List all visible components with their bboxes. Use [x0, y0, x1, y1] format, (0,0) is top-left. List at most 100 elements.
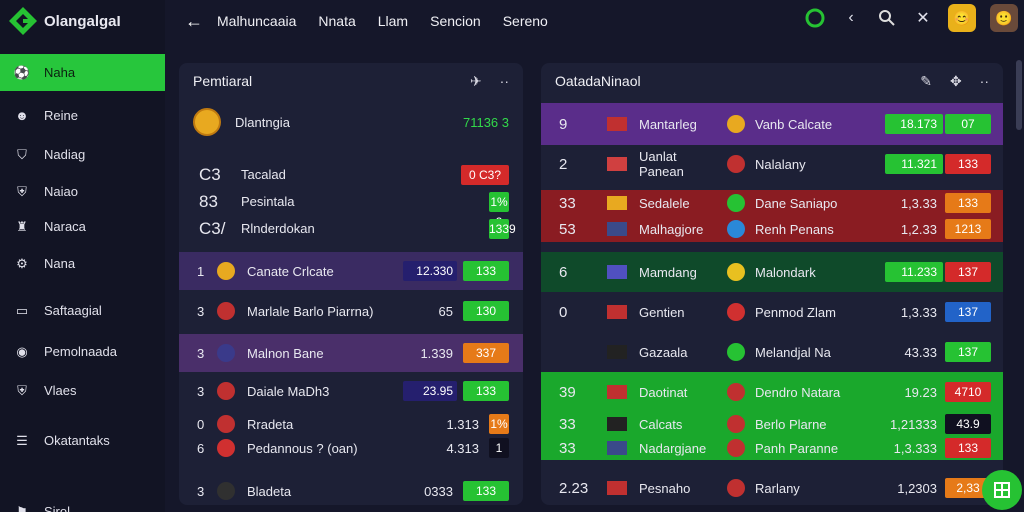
close-icon[interactable]: ✕ [916, 10, 930, 27]
team-header-row[interactable]: Dlantngia 71136 3 [179, 103, 523, 141]
club-crest-icon [727, 479, 745, 497]
user-avatar-2[interactable]: 🙂 [990, 4, 1018, 32]
standing-row[interactable]: 3 Malnon Bane 1.339 337 [179, 334, 523, 372]
standing-row[interactable]: 6 Pedannous ? (oan) 4.313 1 [179, 436, 523, 460]
nav-item-1[interactable]: Malhuncaaia [217, 13, 297, 29]
club-crest-icon [727, 415, 745, 433]
sidebar-item-10[interactable]: ☰ Okatantaks [0, 422, 165, 459]
away-team: Dendro Natara [755, 384, 841, 400]
club-crest-icon [727, 439, 745, 457]
match-row[interactable]: Gazaala Melandjal Na 43.33 137 [541, 333, 1003, 371]
value-badge: 133 [945, 193, 991, 213]
home-team: Malhagjore [639, 221, 704, 237]
shield-icon: ⛨ [17, 382, 27, 398]
scrollbar[interactable] [1016, 60, 1022, 130]
stat-label: Pesintala [241, 194, 295, 209]
user-avatar-1[interactable]: 😊 [948, 4, 976, 32]
sidebar-item-2[interactable]: ☻ Reine [0, 97, 165, 134]
standing-row[interactable]: 1 Canate Crlcate 12.330 133 [179, 252, 523, 290]
sidebar-item-label: Naraca [44, 219, 86, 234]
sidebar-item-5[interactable]: ♜ Naraca [0, 208, 165, 245]
more-icon[interactable]: ·· [979, 73, 989, 89]
search-icon[interactable] [876, 7, 898, 29]
match-row[interactable]: 2 Uanlat Panean Nalalany 11.321 133 [541, 144, 1003, 184]
rank: 3 [197, 483, 205, 499]
chevron-left-icon[interactable]: ‹ [848, 9, 854, 26]
nav-item-3[interactable]: Llam [377, 13, 409, 29]
stat-row[interactable]: C3/Rlnderdokan 1339 [179, 215, 523, 242]
team-name: Bladeta [247, 483, 292, 499]
away-team: Malondark [755, 264, 816, 280]
standing-row[interactable]: 0 Rradeta 1.313 1% [179, 412, 523, 436]
score: 1,21333 [890, 416, 937, 432]
standing-row[interactable]: 3 Bladeta 0333 133 [179, 472, 523, 510]
rank: 39 [559, 383, 576, 401]
match-row[interactable]: 6 Mamdang Malondark 11.233 137 [541, 252, 1003, 292]
move-icon[interactable]: ✥ [949, 72, 962, 89]
rank: 0 [197, 416, 205, 432]
team-flag-icon [607, 385, 627, 399]
sidebar-item-9[interactable]: ⛨ Vlaes [0, 372, 165, 409]
sidebar-item-7[interactable]: ▭ Saftaagial [0, 292, 165, 329]
pin-icon[interactable]: ✈ [469, 72, 482, 89]
match-row[interactable]: 33 Nadargjane Panh Paranne 1,3.333 133 [541, 436, 1003, 460]
score: 12.330 [403, 261, 457, 281]
rank: 3 [197, 303, 205, 319]
value-badge: 07 [945, 114, 991, 134]
match-row[interactable]: 33 Calcats Berlo Plarne 1,21333 43.9 [541, 412, 1003, 436]
sidebar-item-4[interactable]: ⛨ Naiao [0, 173, 165, 210]
sidebar-item-6[interactable]: ⚙ Nana [0, 245, 165, 282]
score: 18.173 [885, 114, 943, 134]
club-crest-icon [727, 303, 745, 321]
value-badge: 133 [463, 481, 509, 501]
value-badge: 1 [489, 438, 509, 458]
match-row[interactable]: 33 Sedalele Dane Saniapo 1,3.33 133 [541, 190, 1003, 216]
nav-item-4[interactable]: Sencion [430, 13, 481, 29]
match-row[interactable]: 53 Malhagjore Renh Penans 1,2.33 1213 [541, 216, 1003, 242]
match-row[interactable]: 39 Daotinat Dendro Natara 19.23 4710 [541, 372, 1003, 412]
score: 19.23 [904, 384, 937, 400]
standing-row[interactable]: 3 Marlale Barlo Piarrna) 65 130 [179, 292, 523, 330]
home-team: Mamdang [639, 264, 697, 280]
score: 11.321 [885, 154, 943, 174]
team-crest-icon [217, 382, 235, 400]
team-name: Dlantngia [235, 114, 290, 130]
grid-fab-button[interactable] [982, 470, 1022, 510]
status-ring-icon[interactable] [804, 7, 826, 29]
stat-label: Rlnderdokan [241, 221, 315, 236]
rank: 53 [559, 220, 576, 238]
club-crest-icon [727, 115, 745, 133]
app-logo[interactable]: OlangalgaI [0, 0, 165, 42]
stat-row[interactable]: 83 Pesintala 1% 2 [179, 188, 523, 229]
nav-item-5[interactable]: Sereno [502, 13, 548, 29]
match-row[interactable]: 9 Mantarleg Vanb Calcate 18.173 07 [541, 103, 1003, 145]
stat-badge: 1339 [489, 218, 516, 239]
home-team: Gentien [639, 304, 685, 320]
home-team: Uanlat Panean [639, 149, 684, 179]
grid-icon [994, 482, 1010, 498]
edit-icon[interactable]: ✎ [920, 72, 932, 89]
stat-number: C3/ [199, 218, 226, 238]
sidebar-item-3[interactable]: ⛉ Nadiag [0, 136, 165, 173]
match-row[interactable]: 2.23 Pesnaho Rarlany 1,2303 2,33 [541, 473, 1003, 503]
score: 0333 [424, 483, 453, 499]
back-arrow-icon[interactable]: ← [185, 10, 203, 31]
team-flag-icon [607, 345, 627, 359]
sidebar-item-1[interactable]: ⚽ Naha [0, 54, 165, 91]
away-team: Nalalany [755, 156, 806, 172]
score: 11.233 [885, 262, 943, 282]
stat-label: Tacalad [241, 167, 286, 182]
stat-row[interactable]: C3 Tacalad 0 C3? [179, 161, 523, 188]
team-crest-icon [217, 482, 235, 500]
away-team: Dane Saniapo [755, 195, 838, 211]
nav-item-2[interactable]: Nnata [318, 13, 356, 29]
match-row[interactable]: 0 Gentien Penmod Zlam 1,3.33 137 [541, 293, 1003, 331]
score: 1,2303 [897, 480, 937, 496]
club-crest-icon [727, 343, 745, 361]
sidebar-item-8[interactable]: ◉ Pemolnaada [0, 333, 165, 370]
standing-row[interactable]: 3 Daiale MaDh3 23.95 133 [179, 372, 523, 410]
sidebar-item-11[interactable]: ⚑ Sirol [0, 493, 165, 512]
right-panel: OatadaNinaol ✎ ✥ ·· 9 Mantarleg Vanb Calca… [541, 63, 1003, 505]
sidebar-item-label: Sirol [44, 504, 71, 512]
more-icon[interactable]: ·· [499, 73, 509, 89]
